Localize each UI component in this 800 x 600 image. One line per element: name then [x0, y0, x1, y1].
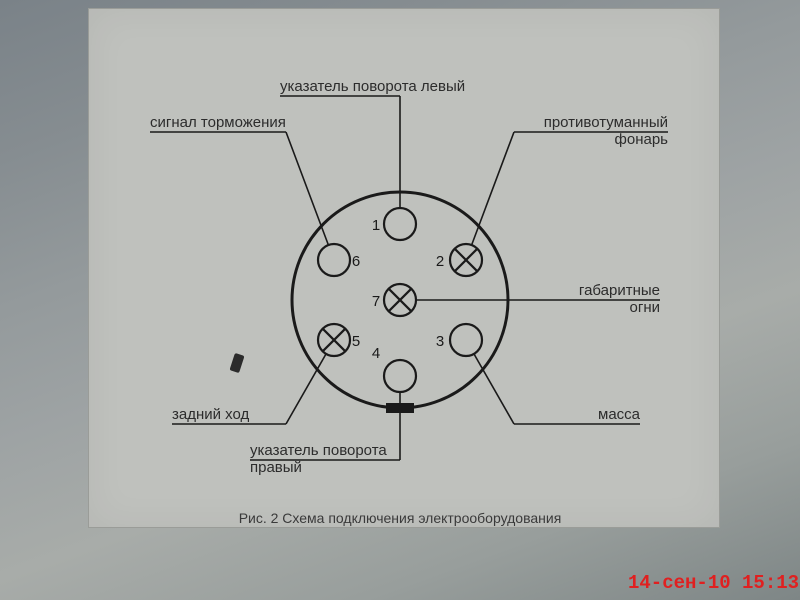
pin-5: 5 [318, 324, 360, 356]
leader-pin-6 [150, 132, 328, 245]
pin-2: 2 [436, 244, 482, 276]
pin-3: 3 [436, 324, 482, 356]
pin-number-4: 4 [372, 345, 380, 362]
label-pin-3: масса [598, 406, 640, 423]
label-pin-1: указатель поворота левый [280, 78, 465, 95]
paper-smudge [229, 353, 244, 373]
leader-pin-2 [472, 132, 668, 245]
pin-4: 4 [372, 345, 416, 392]
pin-7: 7 [372, 284, 416, 316]
pin-6: 6 [318, 244, 360, 276]
leader-pin-1 [280, 96, 400, 208]
label-pin-2: противотуманный фонарь [544, 114, 668, 149]
label-pin-5: задний ход [172, 406, 249, 423]
camera-timestamp: 14-сен-10 15:13 [628, 572, 799, 594]
label-pin-4: указатель поворота правый [250, 442, 387, 477]
label-pin-7: габаритные огни [579, 282, 660, 317]
label-pin-6: сигнал торможения [150, 114, 286, 131]
figure-caption: Рис. 2 Схема подключения электрооборудов… [0, 510, 800, 526]
pin-number-5: 5 [352, 333, 360, 350]
pin-number-3: 3 [436, 333, 444, 350]
pin-number-1: 1 [372, 217, 380, 234]
pin-number-2: 2 [436, 253, 444, 270]
pin-1: 1 [372, 208, 416, 240]
pin-number-6: 6 [352, 253, 360, 270]
pin-number-7: 7 [372, 293, 380, 310]
